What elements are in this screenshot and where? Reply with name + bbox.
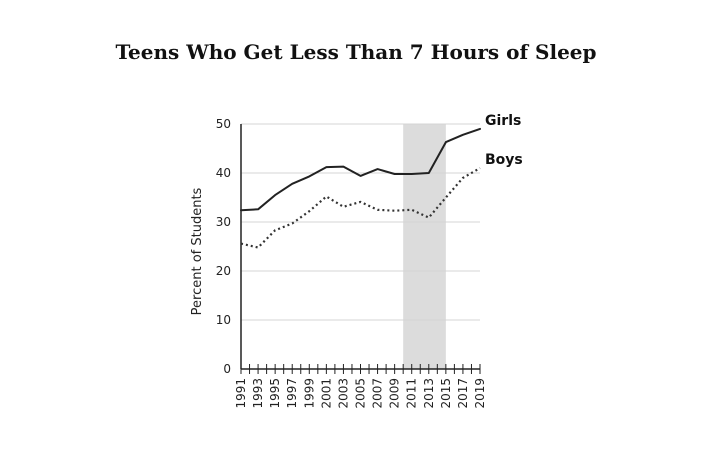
series-label-boys: Boys	[485, 152, 523, 168]
x-tick-label: 2005	[354, 378, 368, 409]
x-tick-label: 1997	[285, 378, 299, 409]
x-tick-label: 2013	[422, 378, 436, 409]
x-tick-labels: 1991 1993 1995 1997 1999 2001 2003 2005 2007 2009…	[234, 378, 487, 409]
x-tick-label: 2007	[371, 378, 385, 409]
x-tick-label: 2019	[473, 378, 487, 409]
axes	[240, 124, 481, 374]
x-tick-label: 1993	[251, 378, 265, 409]
x-tick-label: 2015	[439, 378, 453, 409]
shaded-period	[403, 124, 446, 369]
x-tick-label: 2001	[319, 378, 333, 409]
y-tick-label: 10	[216, 313, 231, 327]
y-tick-label: 0	[223, 362, 231, 376]
series-lines	[240, 127, 481, 249]
chart-title: Teens Who Get Less Than 7 Hours of Sleep	[115, 40, 597, 64]
x-tick-label: 2009	[388, 378, 402, 409]
y-tick-label: 20	[216, 264, 231, 278]
series-label-girls: Girls	[485, 113, 521, 129]
series-line-girls	[240, 127, 481, 212]
y-tick-labels: 0 10 20 30 40 50	[216, 117, 231, 376]
x-tick-label: 2011	[405, 378, 419, 409]
y-tick-label: 30	[216, 215, 231, 229]
x-tick-label: 2017	[456, 378, 470, 409]
y-tick-label: 40	[216, 166, 231, 180]
series-line-boys	[240, 167, 481, 249]
x-tick-label: 1999	[302, 378, 316, 409]
gridlines	[241, 123, 480, 321]
y-tick-label: 50	[216, 117, 231, 131]
x-tick-label: 1995	[268, 378, 282, 409]
y-axis-label: Percent of Students	[190, 187, 205, 315]
x-tick-label: 2003	[336, 378, 350, 409]
series-labels: Girls Boys	[485, 113, 523, 168]
x-tick-label: 1991	[234, 378, 248, 409]
